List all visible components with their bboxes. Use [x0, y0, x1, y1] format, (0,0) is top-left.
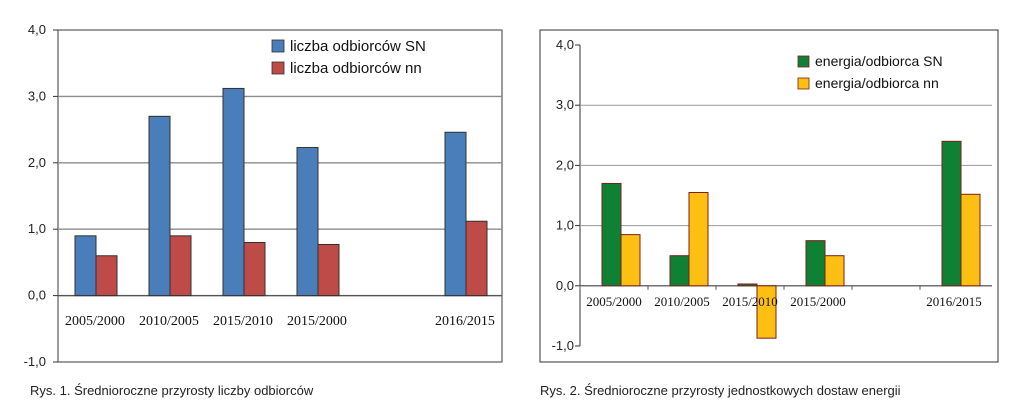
c2-legend-swatch	[797, 77, 810, 90]
chart-1-caption: Rys. 1. Średnioroczne przyrosty liczby o…	[30, 383, 314, 398]
c1-bar-series2	[95, 255, 118, 297]
c1-legend-swatch	[271, 61, 285, 75]
chart-1: 4,0 3,0 2,0 1,0 0,0 -1,0 2005/2000 2010/2005 20…	[24, 22, 503, 369]
chart-1-plot-frame	[57, 29, 503, 363]
c1-legend-swatch	[271, 39, 285, 53]
c2-ytick-label: 3,0	[556, 97, 574, 112]
c2-bar-series2	[960, 193, 981, 287]
c1-ytick-label: 3,0	[28, 88, 46, 103]
c2-legend-label: energia/odbiorca SN	[815, 53, 943, 69]
c1-bar-series1	[148, 115, 171, 297]
c2-bar-series1	[805, 240, 826, 287]
chart-2: 4,0 3,0 2,0 1,0 0,0 -1,0 2005/2000 2010/2005 20…	[539, 29, 999, 363]
c2-xtick-label: 2015/2000	[790, 294, 846, 309]
c2-ytick-label: 4,0	[556, 37, 574, 52]
c2-bar-series1	[737, 283, 758, 287]
c2-xtick-label: 2010/2005	[654, 294, 710, 309]
c1-bar-series2	[169, 235, 192, 297]
c1-ytick-label: -1,0	[24, 354, 46, 369]
c1-legend-label: liczba odbiorców nn	[290, 60, 422, 77]
c1-ytick-label: 4,0	[28, 22, 46, 37]
c2-xtick-label: 2005/2000	[586, 294, 642, 309]
c1-bar-series1	[74, 235, 97, 297]
c1-bar-series1	[222, 87, 245, 297]
c1-legend-label: liczba odbiorców SN	[290, 38, 426, 55]
c2-ytick-label: 2,0	[556, 157, 574, 172]
c2-bar-series2	[824, 255, 845, 287]
c1-xtick-label: 2015/2010	[213, 314, 273, 329]
c1-xtick-label: 2015/2000	[287, 314, 347, 329]
c2-xtick-label: 2016/2015	[926, 294, 982, 309]
c2-bar-series2	[756, 285, 777, 339]
c2-xtick-label: 2015/2010	[722, 294, 778, 309]
c1-bar-series2	[465, 220, 488, 297]
c1-ytick-label: 2,0	[28, 155, 46, 170]
c2-bar-series1	[601, 182, 622, 287]
c2-bar-series2	[688, 191, 709, 287]
c1-bar-series1	[296, 147, 319, 297]
c1-xtick-label: 2016/2015	[435, 314, 495, 329]
c1-xtick-label: 2010/2005	[139, 314, 199, 329]
c2-bar-series2	[620, 234, 641, 287]
c2-bar-series1	[941, 140, 962, 287]
c2-legend-label: energia/odbiorca nn	[815, 75, 939, 91]
chart-2-caption: Rys. 2. Średnioroczne przyrosty jednostk…	[540, 383, 901, 398]
c2-legend-swatch	[797, 55, 810, 68]
c2-ytick-label: 0,0	[556, 278, 574, 293]
c1-bar-series2	[243, 241, 266, 297]
c2-ytick-label: 1,0	[556, 218, 574, 233]
c1-ytick-label: 0,0	[28, 288, 46, 303]
c1-xtick-label: 2005/2000	[65, 314, 125, 329]
c2-ytick-label: -1,0	[552, 338, 574, 353]
c1-ytick-label: 1,0	[28, 221, 46, 236]
c1-bar-series1	[444, 131, 467, 297]
c1-bar-series2	[317, 243, 340, 297]
c2-bar-series1	[669, 255, 690, 287]
